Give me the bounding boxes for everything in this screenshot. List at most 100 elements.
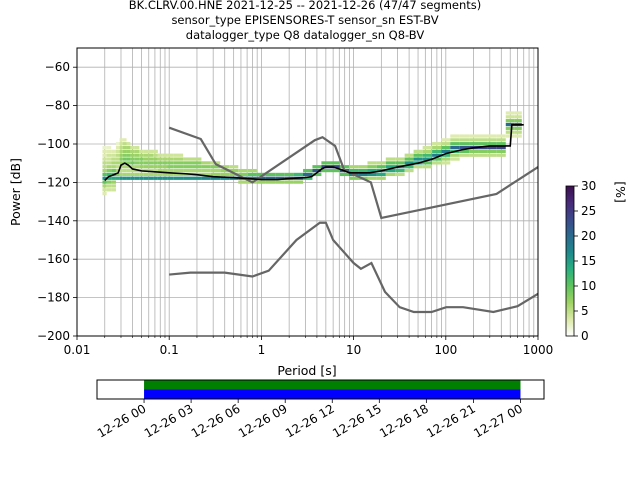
ppsd-cell: [376, 172, 386, 177]
ppsd-cell: [478, 134, 488, 138]
ppsd-cell: [139, 161, 144, 165]
ppsd-cell: [153, 153, 158, 157]
ppsd-cell: [122, 157, 127, 161]
ppsd-cell: [153, 161, 158, 165]
ppsd-cell: [122, 168, 127, 173]
ppsd-cell: [478, 149, 488, 153]
ppsd-cell: [487, 153, 497, 157]
ppsd-cell: [162, 172, 168, 177]
ppsd-cell: [130, 168, 135, 173]
ppsd-cell: [148, 153, 154, 157]
ppsd-cell: [459, 142, 470, 146]
ppsd-cell: [157, 168, 163, 173]
ppsd-cell: [459, 134, 470, 138]
ppsd-cell: [450, 157, 460, 161]
noise-model-curves: [168, 126, 539, 314]
ppsd-cell: [459, 138, 470, 142]
ppsd-cell: [139, 172, 144, 177]
ppsd-cell: [134, 157, 140, 161]
y-tick-label: −120: [37, 175, 70, 189]
ppsd-cell: [496, 142, 506, 146]
ppsd-cell: [102, 180, 107, 184]
ppsd-cell: [404, 168, 414, 173]
ppsd-cell: [459, 149, 470, 153]
ppsd-cell: [505, 119, 515, 123]
ppsd-cell: [153, 168, 158, 173]
ppsd-cell: [505, 126, 515, 130]
ppsd-cell: [102, 157, 107, 161]
ppsd-cell: [358, 168, 368, 173]
ppsd-cell: [432, 161, 442, 165]
ppsd-cell: [111, 153, 116, 157]
ppsd-cell: [256, 180, 266, 184]
ppsd-cell: [153, 165, 158, 169]
ppsd-cell: [106, 165, 112, 169]
ppsd-cell: [367, 168, 377, 173]
ppsd-cell: [247, 172, 257, 177]
ppsd-cell: [441, 145, 451, 150]
ppsd-cell: [192, 161, 202, 165]
ppsd-cell: [487, 138, 497, 142]
ppsd-cell: [275, 180, 285, 184]
ppsd-cell: [441, 161, 451, 165]
ppsd-cell: [134, 145, 140, 150]
ppsd-cell: [139, 157, 144, 161]
ppsd-cell: [119, 142, 123, 146]
ppsd-cell: [153, 172, 158, 177]
y-axis-label: Power [dB]: [8, 158, 23, 226]
ppsd-cell: [157, 157, 163, 161]
y-tick-label: −80: [45, 99, 70, 113]
ppsd-cell: [139, 149, 144, 153]
ppsd-cell: [183, 168, 193, 173]
ppsd-cell: [459, 153, 470, 157]
ppsd-cell: [111, 184, 116, 188]
ppsd-cell: [102, 172, 107, 177]
ppsd-cell: [321, 168, 331, 173]
x-tick-label: 1000: [523, 343, 554, 357]
title-line-3: datalogger_type Q8 datalogger_sn Q8-BV: [186, 28, 425, 42]
ppsd-plot-area: 0.01 0.1 1 10 100 1000 −60 −80 −100 −120 −140 −160…: [8, 47, 554, 378]
ppsd-cell: [126, 142, 131, 146]
ppsd-cell: [256, 172, 266, 177]
ppsd-cell: [256, 176, 266, 180]
ppsd-cell: [115, 165, 120, 169]
ppsd-cell: [441, 142, 451, 146]
ppsd-cell: [395, 172, 405, 177]
ppsd-cell: [422, 157, 433, 161]
ppsd-cell: [432, 149, 442, 153]
ppsd-cell: [122, 142, 127, 146]
ppsd-cell: [126, 149, 131, 153]
ppsd-cell: [106, 172, 112, 177]
ppsd-cell: [321, 161, 331, 165]
y-tick-label: −100: [37, 137, 70, 151]
ppsd-cell: [349, 165, 359, 169]
ppsd-cell: [153, 149, 158, 153]
ppsd-cell: [126, 176, 131, 180]
ppsd-cell: [450, 142, 460, 146]
ppsd-cell: [192, 165, 202, 169]
ppsd-cell: [487, 149, 497, 153]
ppsd-cell: [119, 138, 123, 142]
ppsd-cell: [126, 157, 131, 161]
ppsd-cell: [115, 142, 120, 146]
ppsd-cell: [111, 149, 116, 153]
plot-frame: [76, 47, 539, 337]
ppsd-cell: [505, 115, 515, 119]
ppsd-cell: [450, 134, 460, 138]
ppsd-cell: [496, 153, 506, 157]
ppsd-cell: [162, 157, 168, 161]
x-tick-label: 100: [434, 343, 457, 357]
ppsd-cell: [312, 172, 322, 177]
ppsd-cell: [162, 153, 168, 157]
mean-curve-line: [104, 124, 524, 182]
ppsd-cell: [303, 176, 313, 180]
ppsd-cell: [376, 176, 386, 180]
ppsd-cell: [330, 165, 340, 169]
ppsd-cell: [422, 161, 433, 165]
ppsd-cell: [111, 168, 116, 173]
ppsd-cell: [275, 176, 285, 180]
ppsd-cell: [505, 111, 515, 115]
timeline-tick-label: 12-26 15: [330, 401, 384, 440]
